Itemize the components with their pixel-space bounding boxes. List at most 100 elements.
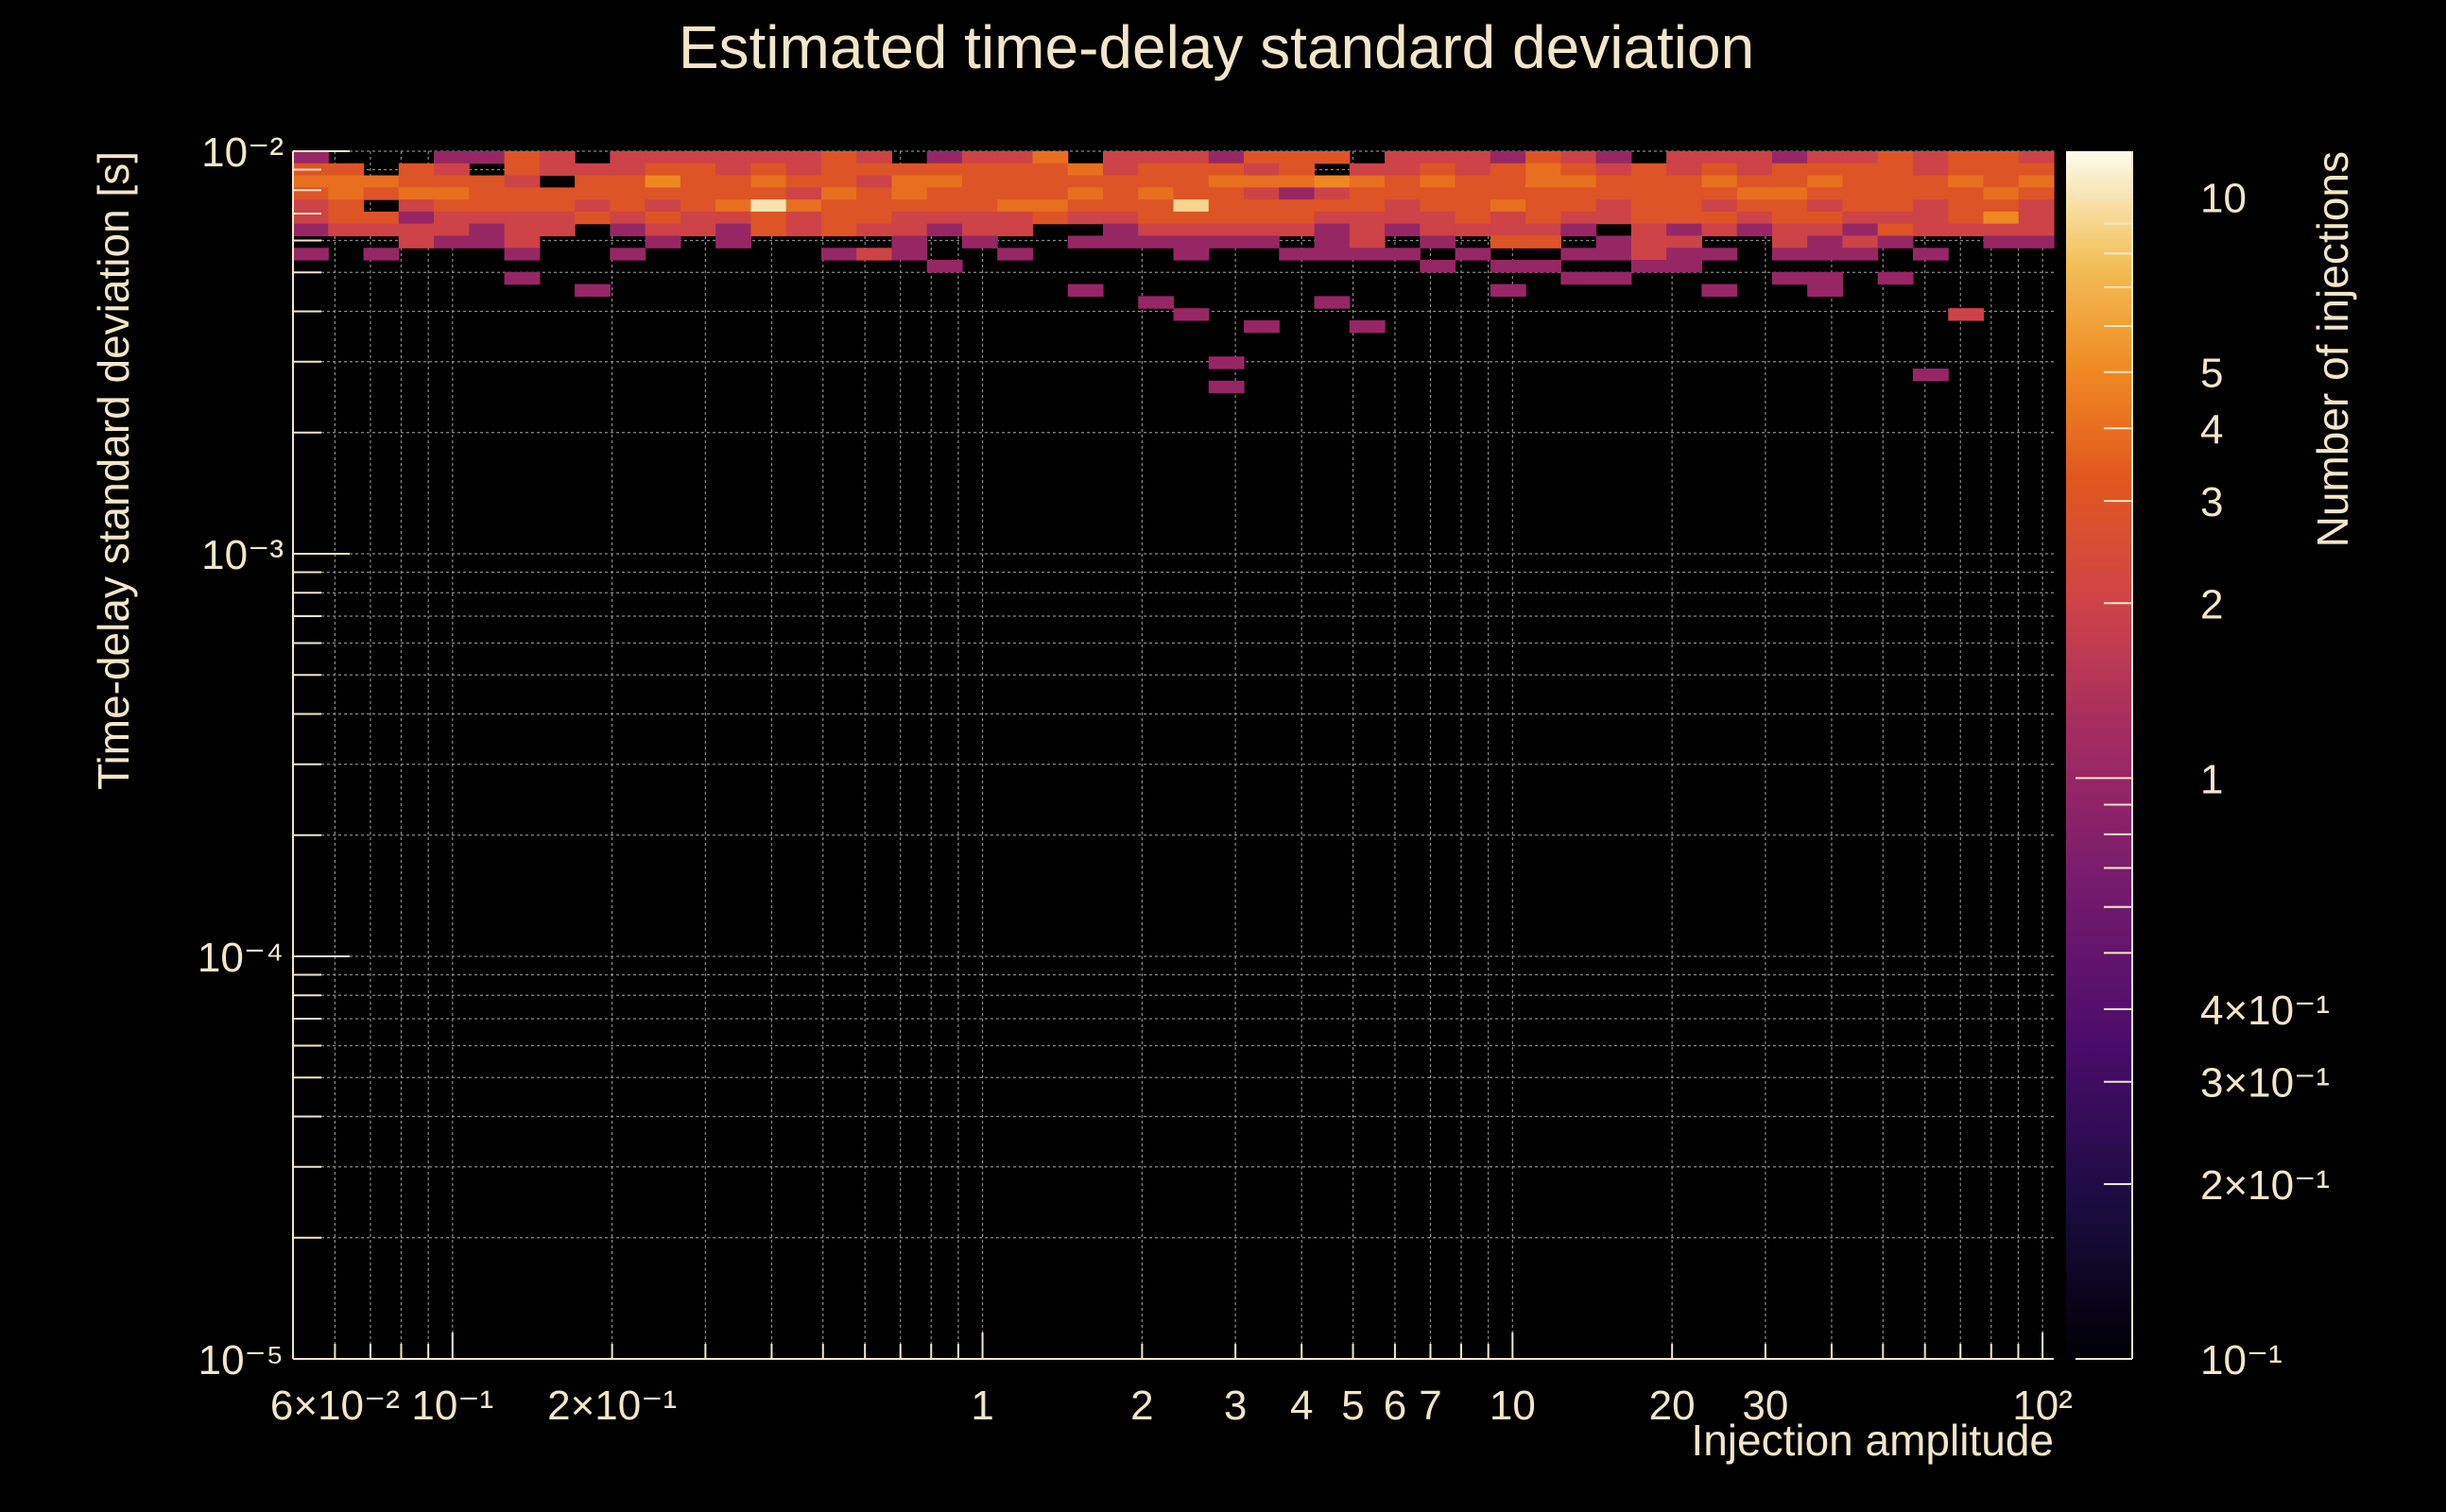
heatmap-cell [1525, 151, 1561, 164]
heatmap-cell [1842, 199, 1879, 213]
heatmap-cell [1490, 235, 1526, 249]
x-axis-label: Injection amplitude [1691, 1416, 2054, 1465]
heatmap-cell [961, 223, 998, 237]
heatmap-cell [926, 187, 963, 200]
heatmap-cell [1032, 199, 1069, 213]
heatmap-cell [926, 199, 963, 213]
heatmap-cell [715, 175, 751, 188]
heatmap-cell [680, 211, 716, 225]
heatmap-cell [1666, 211, 1702, 225]
heatmap-cell [1983, 223, 2020, 237]
heatmap-cell [1666, 187, 1702, 200]
heatmap-cell [539, 151, 576, 164]
x-tick-label: 5 [1341, 1383, 1364, 1429]
x-tick-label: 2 [1130, 1383, 1153, 1429]
heatmap-cell [1067, 284, 1104, 297]
heatmap-cell [1102, 175, 1139, 188]
heatmap-cell [1279, 175, 1316, 188]
heatmap-cell [1173, 308, 1210, 321]
heatmap-cell [1138, 199, 1175, 213]
heatmap-cell [1490, 163, 1526, 177]
heatmap-cell [575, 284, 611, 297]
heatmap-cell [1701, 211, 1738, 225]
heatmap-cell [504, 271, 541, 285]
heatmap-cell [1244, 319, 1280, 334]
heatmap-cell [1102, 199, 1139, 213]
heatmap-cell [785, 187, 822, 200]
heatmap-cell [926, 260, 963, 273]
heatmap-cell [1244, 211, 1280, 225]
heatmap-cell [820, 187, 857, 200]
heatmap-cell [1701, 151, 1738, 164]
heatmap-cell [750, 151, 787, 164]
heatmap-cell [1842, 187, 1879, 200]
heatmap-cell [293, 151, 329, 164]
heatmap-cell [1807, 248, 1844, 261]
heatmap-cell [1983, 175, 2020, 188]
heatmap-cell [1420, 187, 1456, 200]
heatmap-cell [363, 223, 400, 237]
heatmap-cell [1912, 175, 1949, 188]
colorbar-tick-label: 1 [2200, 756, 2223, 802]
heatmap-cell [645, 235, 681, 249]
heatmap-cell [1771, 163, 1808, 177]
heatmap-cell [328, 163, 365, 177]
heatmap-cell [1807, 223, 1844, 237]
heatmap-cell [575, 211, 611, 225]
x-tick-label: 10 [1490, 1383, 1536, 1429]
heatmap-cell [785, 223, 822, 237]
colorbar-tick-label: 3×10⁻¹ [2200, 1060, 2330, 1107]
heatmap-cell [1138, 223, 1175, 237]
heatmap-cell [1314, 175, 1351, 188]
heatmap-cell [645, 175, 681, 188]
y-tick-label: 10⁻² [201, 129, 284, 176]
heatmap-cell [1771, 235, 1808, 249]
heatmap-cell [1490, 211, 1526, 225]
heatmap-cell [1595, 187, 1632, 200]
heatmap-cell [1666, 235, 1702, 249]
heatmap-cell [1420, 235, 1456, 249]
heatmap-cell [1560, 151, 1597, 164]
heatmap-cell [785, 199, 822, 213]
heatmap-cell [539, 187, 576, 200]
heatmap-cell [1349, 199, 1386, 213]
heatmap-cell [1420, 211, 1456, 225]
heatmap-cell [1595, 248, 1632, 261]
heatmap-cell [1948, 308, 1985, 321]
heatmap-cell [1490, 284, 1526, 297]
heatmap-cell [293, 199, 329, 213]
heatmap-cell [1525, 260, 1561, 273]
heatmap-cell [1349, 248, 1386, 261]
heatmap-cell [926, 163, 963, 177]
heatmap-cell [1666, 175, 1702, 188]
heatmap-cell [1736, 187, 1773, 200]
heatmap-cell [2018, 235, 2055, 249]
heatmap-cell [293, 223, 329, 237]
heatmap-cell [1595, 235, 1632, 249]
heatmap-cell [398, 199, 435, 213]
heatmap-cell [1771, 223, 1808, 237]
x-tick-label: 20 [1649, 1383, 1696, 1429]
heatmap-cell [645, 223, 681, 237]
heatmap-cell [363, 211, 400, 225]
heatmap-cell [1385, 187, 1421, 200]
heatmap-cell [1244, 199, 1280, 213]
heatmap-cell [1807, 199, 1844, 213]
heatmap-cell [2018, 187, 2055, 200]
heatmap-cell [997, 211, 1034, 225]
heatmap-cell [1807, 211, 1844, 225]
heatmap-cell [1595, 151, 1632, 164]
heatmap-cell [398, 175, 435, 188]
heatmap-cell [715, 223, 751, 237]
heatmap-cell [1701, 175, 1738, 188]
heatmap-cell [1032, 151, 1069, 164]
heatmap-cell [610, 211, 646, 225]
heatmap-cell [1314, 248, 1351, 261]
heatmap-cell [539, 223, 576, 237]
x-tick-label: 6 [1384, 1383, 1406, 1429]
heatmap-cell [1102, 235, 1139, 249]
heatmap-cell [1807, 187, 1844, 200]
heatmap-cell [820, 163, 857, 177]
heatmap-cell [1279, 151, 1316, 164]
heatmap-cell [1948, 187, 1985, 200]
